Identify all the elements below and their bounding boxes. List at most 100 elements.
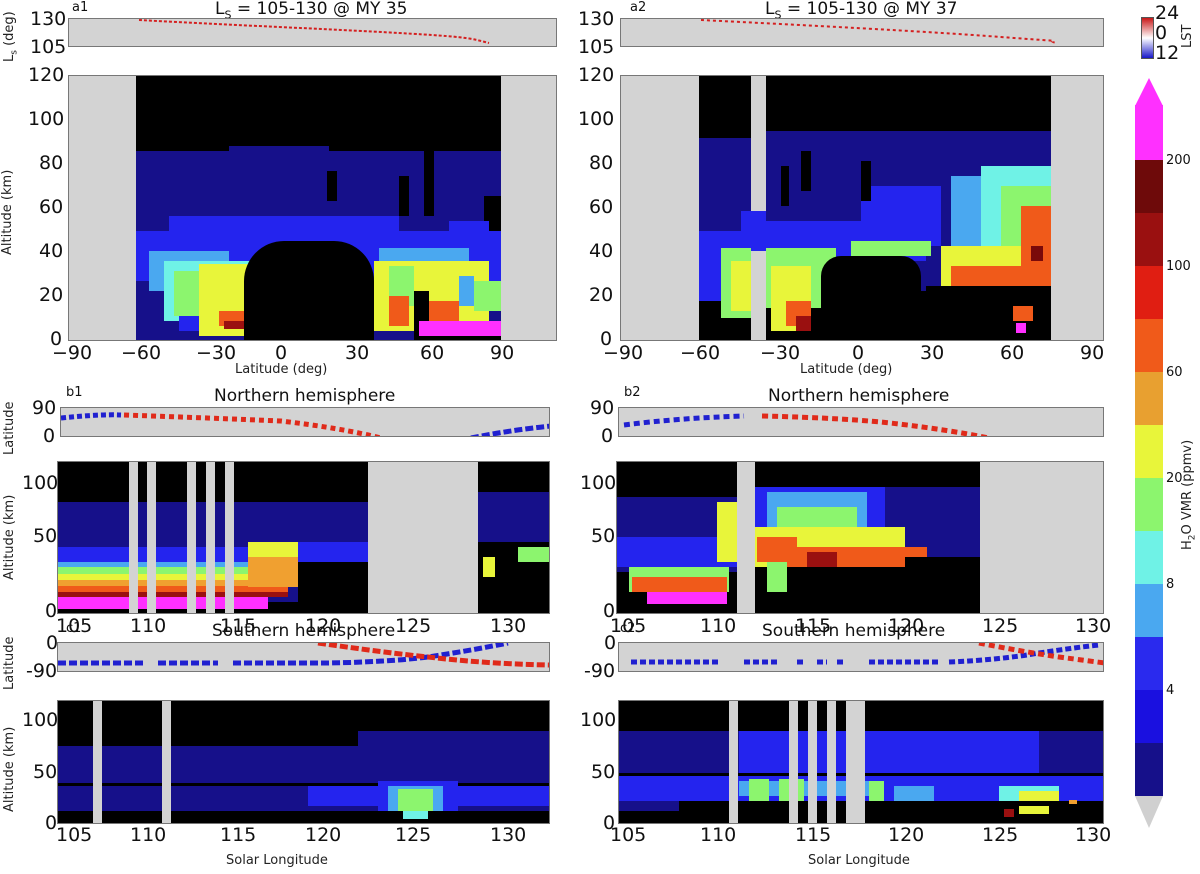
ytick: 0 — [43, 425, 56, 447]
panel-label-a1: a1 — [72, 0, 89, 15]
xtick: 125 — [982, 615, 1019, 637]
xtick: 90 — [490, 342, 515, 364]
ytick: 100 — [22, 472, 59, 494]
latitude-xlabel-a2: Latitude (deg) — [800, 362, 893, 377]
xtick: 130 — [1075, 824, 1112, 846]
title-sub: S — [224, 8, 232, 22]
lst-tick: 0 — [1155, 22, 1168, 44]
ls-scatter-a1 — [138, 19, 490, 44]
xtick: 120 — [305, 615, 342, 637]
ytick: 120 — [28, 64, 65, 86]
xtick: 125 — [982, 824, 1019, 846]
heatmap-c1 — [57, 700, 550, 824]
altitude-ylabel-a1: Altitude (km) — [0, 169, 15, 255]
ytick: 0 — [46, 632, 59, 654]
panel-label-a2: a2 — [630, 0, 647, 15]
ytick: -90 — [584, 660, 616, 682]
panel-label-c1: c1 — [66, 621, 82, 636]
ytick: 60 — [589, 196, 614, 218]
lst-tick: 12 — [1155, 42, 1180, 64]
ytick: 100 — [578, 108, 615, 130]
ls-scatter-a2 — [700, 19, 1057, 44]
ytick: 100 — [580, 709, 617, 731]
vmr-tick: 60 — [1166, 365, 1183, 380]
ytick: 50 — [591, 761, 616, 783]
xtick: 105 — [610, 615, 647, 637]
panel-title-b2: Northern hemisphere — [768, 386, 950, 406]
panel-title-a1: LS = 105-130 @ MY 35 — [215, 0, 407, 21]
xtick: −60 — [121, 342, 162, 364]
xtick: 60 — [420, 342, 445, 364]
heatmap-b1 — [57, 461, 550, 614]
xtick: 110 — [700, 824, 737, 846]
xtick: −90 — [603, 342, 644, 364]
xtick: 60 — [1000, 342, 1025, 364]
vmr-tick: 4 — [1166, 683, 1175, 698]
vmr-tick: 8 — [1166, 577, 1175, 592]
xtick: 115 — [220, 615, 257, 637]
xtick: 125 — [395, 615, 432, 637]
panel-label-b1: b1 — [66, 385, 83, 400]
xtick: 115 — [220, 824, 257, 846]
panel-title-c1: Southern hemisphere — [212, 621, 396, 641]
lat-scatter-b2 — [623, 413, 990, 436]
ytick: 50 — [33, 761, 58, 783]
solar-xlabel-c1: Solar Longitude — [226, 853, 328, 868]
vmr-tick: 100 — [1166, 259, 1191, 274]
lat-strip-c1 — [57, 642, 550, 672]
lat-strip-b2 — [618, 407, 1104, 437]
ls-strip-a1 — [68, 18, 557, 47]
ytick: 50 — [591, 525, 616, 547]
xtick: −30 — [760, 342, 801, 364]
ytick: 100 — [580, 472, 617, 494]
vmr-colorbar-svg — [1135, 78, 1163, 828]
xtick: 105 — [56, 824, 93, 846]
lat-strip-c2 — [618, 642, 1104, 672]
lat-scatter-c2 — [631, 643, 1103, 666]
lst-tick: 24 — [1155, 2, 1180, 24]
xtick: 115 — [795, 824, 832, 846]
title-rest: = 105-130 @ MY 35 — [231, 0, 408, 19]
heatmap-c2 — [618, 700, 1104, 824]
xtick: 110 — [130, 615, 167, 637]
panel-title-a2: LS = 105-130 @ MY 37 — [765, 0, 958, 22]
xtick: 120 — [888, 824, 925, 846]
lst-label: LST — [1180, 24, 1195, 48]
xtick: −90 — [52, 342, 93, 364]
xtick: 120 — [305, 824, 342, 846]
panel-title-b1: Northern hemisphere — [214, 386, 396, 406]
ytick: 40 — [39, 240, 64, 262]
ytick: 60 — [39, 196, 64, 218]
xtick: 105 — [610, 824, 647, 846]
xtick: 120 — [888, 615, 925, 637]
altitude-ylabel-b1: Altitude (km) — [2, 494, 17, 580]
vmr-tick: 200 — [1166, 153, 1191, 168]
ls-strip-a2 — [620, 18, 1104, 47]
ytick: 0 — [603, 600, 616, 622]
xtick: 115 — [795, 615, 832, 637]
ytick: 90 — [590, 397, 615, 419]
ytick: 100 — [22, 709, 59, 731]
vmr-colorbar — [1135, 78, 1163, 838]
altitude-ylabel-c1: Altitude (km) — [2, 726, 17, 812]
vmr-tick: 20 — [1166, 471, 1183, 486]
xtick: −60 — [680, 342, 721, 364]
lst-colorbar — [1141, 17, 1154, 59]
ytick: 40 — [589, 240, 614, 262]
ytick: -90 — [26, 660, 58, 682]
lat-scatter-c1 — [58, 643, 549, 668]
ls-strip-ylabel: Ls (deg) — [2, 11, 20, 62]
ytick: 130 — [578, 8, 615, 30]
ytick: 0 — [600, 328, 613, 350]
xtick: 130 — [490, 824, 527, 846]
heatmap-a1 — [68, 75, 557, 341]
ytick: 120 — [578, 64, 615, 86]
vmr-label: H2O VMR (ppmv) — [1180, 439, 1198, 550]
ytick: 0 — [603, 812, 616, 834]
xtick: −30 — [196, 342, 237, 364]
ytick: 105 — [30, 36, 67, 58]
ytick: 130 — [30, 8, 67, 30]
xtick: 0 — [852, 342, 865, 364]
ytick: 80 — [589, 152, 614, 174]
panel-label-c2: c2 — [620, 621, 636, 636]
